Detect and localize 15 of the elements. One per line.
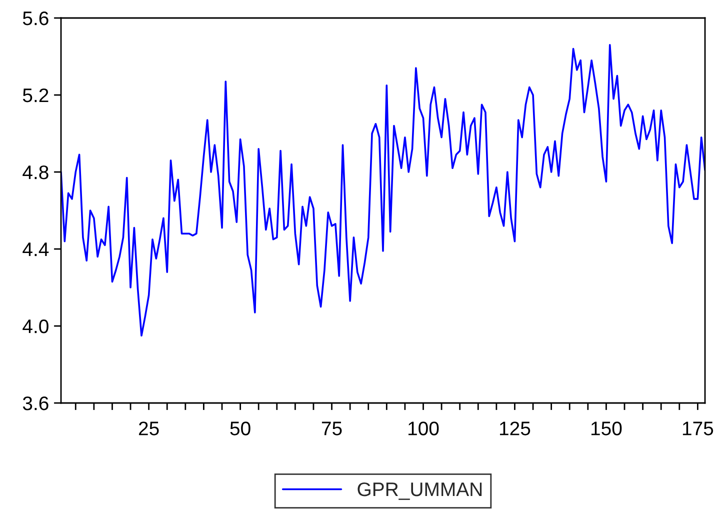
x-tick-label: 50 (230, 422, 250, 436)
y-tick-label: 4.4 (22, 242, 49, 256)
y-tick-label: 4.8 (22, 165, 48, 180)
x-tick-label: 25 (138, 422, 159, 436)
legend-label: GPR_UMMAN (358, 482, 482, 500)
x-tick-label: 75 (322, 422, 342, 436)
x-tick-label: 100 (408, 422, 439, 436)
x-tick-label: 175 (682, 422, 714, 436)
y-tick-label: 5.2 (22, 88, 48, 102)
line-series (61, 44, 705, 337)
x-tick-label: 150 (591, 422, 622, 436)
x-tick-label: 125 (500, 422, 530, 436)
y-tick-label: 5.6 (22, 11, 48, 26)
y-tick-label: 3.6 (22, 396, 48, 410)
y-tick-label: 4.0 (22, 319, 48, 334)
